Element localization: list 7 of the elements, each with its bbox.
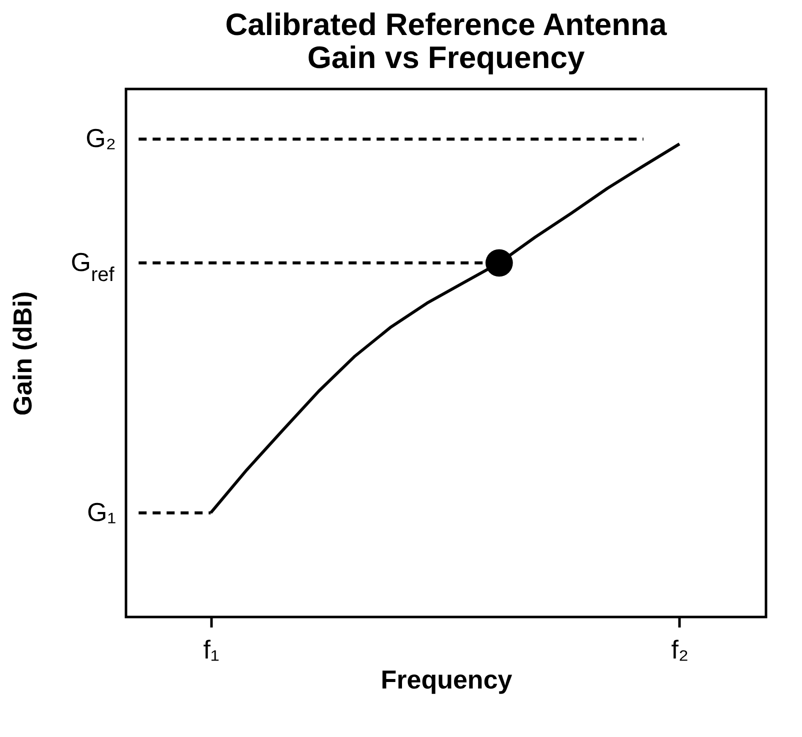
chart-title: Calibrated Reference Antenna Gain vs Frequency	[225, 7, 668, 75]
x-tick-label: f₁	[203, 634, 220, 664]
x-tick-label: f₂	[671, 634, 689, 664]
series-label: G₁	[87, 496, 116, 527]
series-label: G₂	[86, 123, 116, 154]
y-axis-title: Gain (dBi)	[8, 291, 38, 416]
x-axis-title: Frequency	[380, 664, 513, 694]
